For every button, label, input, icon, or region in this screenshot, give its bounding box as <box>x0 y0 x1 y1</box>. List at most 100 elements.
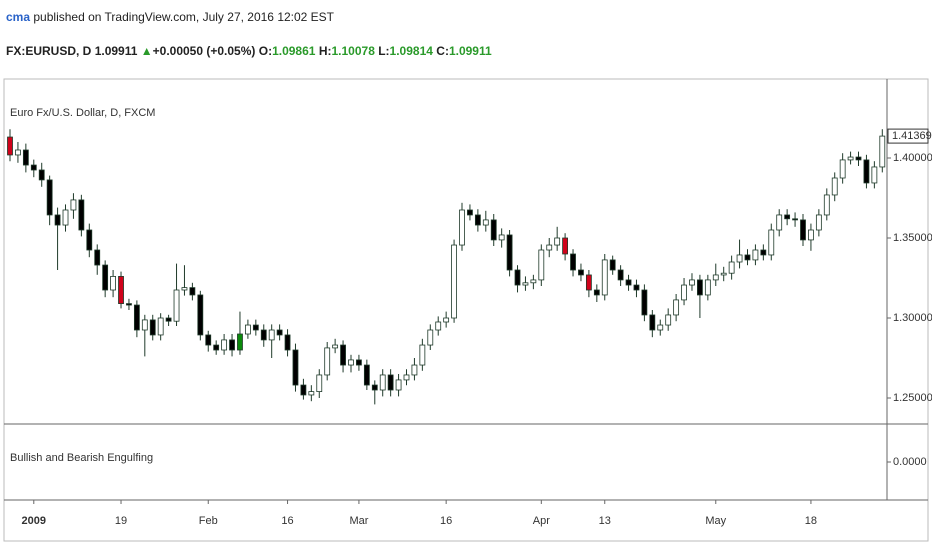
y-tick-label: 1.40000 <box>893 152 932 164</box>
price: 1.09911 <box>94 44 138 58</box>
x-tick-label: 2009 <box>22 515 46 527</box>
x-tick-label: 16 <box>281 515 293 527</box>
candle-body <box>102 264 109 291</box>
x-tick-label: 18 <box>805 515 817 527</box>
candle-body <box>490 219 497 241</box>
candle-body <box>141 319 148 331</box>
candle-body <box>340 344 346 366</box>
candle-body <box>46 179 53 216</box>
candle-body <box>371 384 378 391</box>
candle-body <box>62 209 69 226</box>
candle-body <box>863 159 870 184</box>
candle-body <box>665 314 672 326</box>
candle-body <box>363 364 370 386</box>
change: +0.00050 (+0.05%) <box>152 44 256 58</box>
candle-body <box>419 344 426 366</box>
candle-body <box>133 304 140 331</box>
y-tick-label: 1.35000 <box>893 232 932 244</box>
candle-body <box>506 234 513 271</box>
candle-body <box>839 159 846 179</box>
symbol-line: FX:EURUSD, D 1.09911 ▲+0.00050 (+0.05%) … <box>6 44 492 58</box>
main-title: Euro Fx/U.S. Dollar, D, FXCM <box>10 107 155 119</box>
author[interactable]: cma <box>6 10 31 24</box>
candle-body <box>744 254 751 261</box>
candle-body <box>94 249 101 266</box>
candle-body <box>229 339 235 351</box>
candle-body <box>467 209 473 216</box>
candle-body <box>609 259 616 271</box>
up-arrow: ▲ <box>140 44 153 58</box>
candle-body <box>197 294 204 336</box>
l-value: 1.09814 <box>389 44 433 58</box>
o-label: O: <box>258 44 273 58</box>
candle-body <box>617 269 624 281</box>
candle-body <box>15 149 21 156</box>
publish-line: cma published on TradingView.com, July 2… <box>6 10 334 24</box>
candle-body <box>30 164 37 171</box>
candle-body <box>316 374 323 392</box>
x-tick-label: 19 <box>115 515 127 527</box>
candle-body <box>38 169 45 181</box>
candle-body <box>205 334 212 346</box>
x-tick-label: Feb <box>199 515 218 527</box>
candle-body <box>546 244 553 251</box>
candle-body <box>268 329 275 341</box>
h-value: 1.10078 <box>331 44 375 58</box>
x-tick-label: May <box>705 515 726 527</box>
candle-body <box>348 359 354 366</box>
candle-body <box>387 374 394 391</box>
candle-body <box>260 329 267 341</box>
candle-body <box>815 214 822 231</box>
candle-body <box>237 333 243 351</box>
last-price-label: 1.41369 <box>892 130 932 142</box>
y-tick-label: 0.0000 <box>893 456 927 468</box>
candle-body <box>157 317 164 336</box>
candle-body <box>871 166 878 184</box>
candle-body <box>356 359 362 366</box>
symbol: FX:EURUSD, D <box>6 44 92 58</box>
l-label: L: <box>378 44 390 58</box>
candle-body <box>554 237 561 246</box>
h-label: H: <box>318 44 332 58</box>
candle-body <box>332 344 339 349</box>
x-tick-label: 13 <box>599 515 611 527</box>
x-tick-label: 16 <box>440 515 452 527</box>
candle-body <box>514 269 521 286</box>
candle-body <box>189 287 196 296</box>
candle-body <box>300 384 307 396</box>
candle-body <box>689 279 695 286</box>
candle-body <box>728 261 735 274</box>
candle-body <box>641 289 648 316</box>
candle-body <box>784 214 791 220</box>
candle-body <box>831 177 838 196</box>
candle-body <box>704 279 711 296</box>
candle-body <box>435 321 442 331</box>
candle-body <box>70 199 77 211</box>
published: published on TradingView.com, July 27, 2… <box>33 10 335 24</box>
candle-body <box>149 319 156 336</box>
candle-body <box>760 249 767 256</box>
x-tick-label: Mar <box>349 515 368 527</box>
candle-body <box>530 279 537 284</box>
candle-body <box>276 329 283 336</box>
last-price-box <box>887 128 929 144</box>
candle-body <box>847 156 854 161</box>
candle-body <box>181 287 188 291</box>
candle-body <box>474 214 481 226</box>
candle-body <box>482 219 489 226</box>
candle-body <box>855 156 862 161</box>
candle-body <box>625 279 632 286</box>
candle-body <box>808 229 814 241</box>
candle-body <box>776 214 783 231</box>
candle-body <box>173 289 180 322</box>
candle-body <box>697 279 703 296</box>
x-tick-label: Apr <box>533 515 550 527</box>
candle-body <box>601 259 608 296</box>
candle-body <box>284 334 291 351</box>
candle-body <box>451 244 457 319</box>
y-tick-label: 1.25000 <box>893 392 932 404</box>
candle-body <box>221 339 228 351</box>
y-tick-label: 1.30000 <box>893 312 932 324</box>
